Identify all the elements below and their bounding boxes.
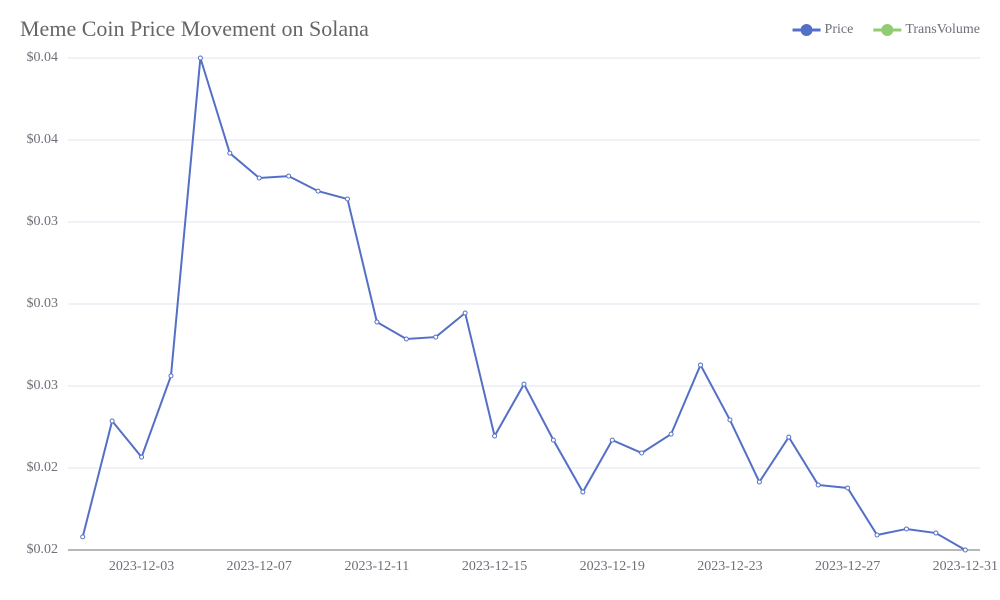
point	[903, 526, 909, 532]
x-tick-label: 2023-12-11	[344, 559, 409, 574]
point	[609, 437, 615, 443]
chart-title: Meme Coin Price Movement on Solana	[20, 16, 369, 41]
legend-label: TransVolume	[905, 22, 980, 37]
point	[698, 362, 704, 368]
x-tick-label: 2023-12-07	[227, 559, 292, 574]
point	[344, 196, 350, 202]
point	[168, 373, 174, 379]
point	[639, 450, 645, 456]
point	[580, 489, 586, 495]
legend-label: Price	[825, 22, 854, 37]
point	[727, 417, 733, 423]
x-tick-label: 2023-12-15	[462, 559, 527, 574]
point	[845, 485, 851, 491]
point	[286, 173, 292, 179]
point	[80, 534, 86, 540]
point	[403, 336, 409, 342]
point	[933, 530, 939, 536]
point	[874, 532, 880, 538]
y-tick-label: $0.02	[27, 542, 59, 557]
point	[197, 55, 203, 61]
legend-swatch-dot	[800, 24, 813, 36]
point	[109, 418, 115, 424]
point	[492, 433, 498, 439]
y-tick-label: $0.04	[27, 132, 59, 147]
x-tick-label: 2023-12-03	[109, 559, 174, 574]
point	[668, 431, 674, 437]
point	[815, 482, 821, 488]
y-tick-label: $0.03	[27, 296, 59, 311]
point	[315, 188, 321, 194]
point	[433, 334, 439, 340]
x-tick-label: 2023-12-23	[697, 559, 762, 574]
point	[256, 175, 262, 181]
x-tick-label: 2023-12-19	[580, 559, 645, 574]
point	[227, 150, 233, 156]
point	[462, 310, 468, 316]
x-tick-label: 2023-12-27	[815, 559, 880, 574]
legend-swatch-dot	[881, 24, 894, 36]
point	[374, 319, 380, 325]
point	[756, 479, 762, 485]
point	[139, 454, 145, 460]
y-tick-label: $0.04	[27, 50, 59, 65]
point	[962, 547, 968, 553]
point	[786, 434, 792, 440]
point	[550, 437, 556, 443]
point	[521, 381, 527, 387]
y-tick-label: $0.02	[27, 460, 59, 475]
y-tick-label: $0.03	[27, 378, 59, 393]
x-tick-label: 2023-12-31	[933, 559, 998, 574]
y-tick-label: $0.03	[27, 214, 59, 229]
